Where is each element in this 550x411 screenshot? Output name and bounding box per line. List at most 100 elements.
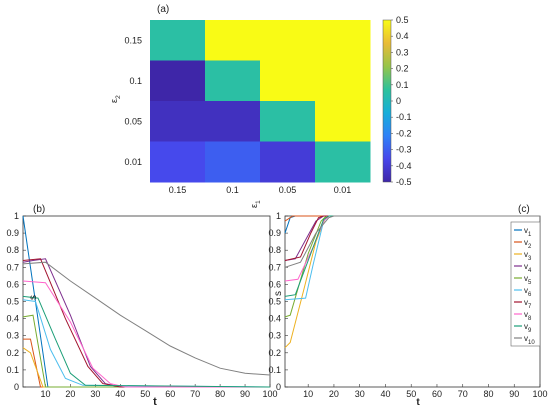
heatmap-cell <box>315 20 371 61</box>
y-axis-label: s <box>273 291 284 296</box>
series-line-8 <box>22 280 270 388</box>
y-tick-label: 0.5 <box>6 297 19 307</box>
colorbar-tick-label: 0.1 <box>396 80 409 90</box>
legend-entry: v1 <box>524 226 532 238</box>
y-tick-label: 0.1 <box>6 365 19 375</box>
x-axis-label: t <box>416 397 420 408</box>
heatmap-panel: (a) 0.15 0.1 0.05 0.01 0.15 0.1 0.05 0.01 ε2 ε1 0.5… <box>109 4 412 208</box>
x-tick-label: 20 <box>329 389 339 399</box>
heatmap-cell <box>150 141 206 183</box>
colorbar <box>382 19 392 183</box>
x-tick-label: 10 <box>303 389 313 399</box>
y-tick-label: 0.9 <box>6 228 19 238</box>
colorbar-tick-label: 0.5 <box>396 15 409 25</box>
x-tick-label: 30 <box>90 389 100 399</box>
series-line-9 <box>22 295 271 388</box>
heatmap-x-axis-label: ε1 <box>249 200 262 208</box>
x-tick-label: 100 <box>262 389 277 399</box>
y-tick-label: 0.3 <box>268 331 281 341</box>
y-tick-label: 0.7 <box>268 262 281 272</box>
panel-label: (b) <box>33 204 45 215</box>
colorbar-tick-label: 0.4 <box>396 31 409 41</box>
heatmap-y-tick-label: 0.1 <box>129 76 142 86</box>
y-tick-label: 0.4 <box>268 314 281 324</box>
plot-area <box>284 215 541 388</box>
x-tick-label: 10 <box>40 389 50 399</box>
heatmap-cell <box>150 60 206 102</box>
y-tick-label: 0.8 <box>6 245 19 255</box>
heatmap-cell <box>260 20 316 61</box>
heatmap-cell <box>150 101 206 142</box>
series-line-7 <box>22 258 270 388</box>
legend-entry: v10 <box>524 334 535 346</box>
x-tick-label: 80 <box>483 389 493 399</box>
y-tick-label: 0 <box>276 382 281 392</box>
heatmap-x-tick-label: 0.15 <box>169 185 187 195</box>
series-line-10 <box>284 215 540 268</box>
legend-entry: v9 <box>524 322 532 334</box>
heatmap-cell <box>315 141 371 183</box>
colorbar-tick-label: -0.1 <box>396 112 412 122</box>
heatmap-x-tick-label: 0.1 <box>226 185 239 195</box>
x-tick-label: 60 <box>165 389 175 399</box>
legend-entry: v5 <box>524 274 532 286</box>
panel-label: (a) <box>157 4 169 15</box>
line-panel-b: 0 0.1 0.2 0.3 0.4 0.5 0.6 0.7 0.8 0.9 1 10 20 30 40 50 6… <box>6 204 277 408</box>
heatmap-cell <box>205 20 261 61</box>
y-tick-label: 0.9 <box>268 228 281 238</box>
x-tick-label: 40 <box>380 389 390 399</box>
x-tick-label: 90 <box>509 389 519 399</box>
y-tick-label: 1 <box>14 211 19 221</box>
heatmap-cell <box>260 141 316 183</box>
colorbar-tick-label: 0.3 <box>396 47 409 57</box>
heatmap-x-tick-label: 0.05 <box>279 185 297 195</box>
legend-entry: v4 <box>524 262 532 274</box>
x-tick-label: 100 <box>532 389 547 399</box>
legend-entry: v8 <box>524 310 532 322</box>
legend-entry: v6 <box>524 286 532 298</box>
y-tick-label: 0 <box>14 382 19 392</box>
x-tick-label: 90 <box>240 389 250 399</box>
heatmap-cell <box>205 141 261 183</box>
y-tick-label: 1 <box>276 211 281 221</box>
heatmap-x-tick-label: 0.01 <box>334 185 352 195</box>
line-panel-c: 0 0.1 0.2 0.3 0.4 0.5 0.6 0.7 0.8 0.9 1 10 20 30 40 50 6… <box>268 204 547 408</box>
x-tick-label: 60 <box>432 389 442 399</box>
y-tick-label: 0.5 <box>268 297 281 307</box>
y-tick-label: 0.4 <box>6 314 19 324</box>
heatmap-cell <box>260 60 316 102</box>
y-tick-label: 0.3 <box>6 331 19 341</box>
legend-entry: v3 <box>524 250 532 262</box>
y-tick-label: 0.2 <box>6 348 19 358</box>
x-tick-label: 20 <box>65 389 75 399</box>
heatmap-y-tick-label: 0.15 <box>124 35 142 45</box>
y-tick-label: 0.8 <box>268 245 281 255</box>
y-axis-label: s <box>28 295 39 300</box>
y-tick-label: 0.6 <box>6 279 19 289</box>
x-axis-label: t <box>153 396 157 408</box>
heatmap-cell <box>260 101 316 142</box>
legend-box <box>510 221 541 347</box>
colorbar-tick-label: -0.4 <box>396 161 412 171</box>
x-tick-label: 70 <box>190 389 200 399</box>
x-tick-label: 70 <box>458 389 468 399</box>
heatmap-cell <box>205 101 261 142</box>
heatmap-cell <box>205 60 261 102</box>
colorbar-tick-label: -0.5 <box>396 177 412 187</box>
colorbar-tick-label: 0.2 <box>396 64 409 74</box>
colorbar-tick-label: 0 <box>396 96 401 106</box>
y-tick-label: 0.2 <box>268 348 281 358</box>
legend-entry: v2 <box>524 238 532 250</box>
heatmap-cell <box>150 20 206 61</box>
heatmap-cell <box>315 60 371 102</box>
x-tick-label: 40 <box>115 389 125 399</box>
panel-label: (c) <box>518 204 530 215</box>
y-tick-label: 0.1 <box>268 365 281 375</box>
x-tick-label: 50 <box>140 389 150 399</box>
y-tick-label: 0.7 <box>6 262 19 272</box>
heatmap-cell <box>315 101 371 142</box>
x-tick-label: 50 <box>406 389 416 399</box>
y-tick-label: 0.6 <box>268 279 281 289</box>
